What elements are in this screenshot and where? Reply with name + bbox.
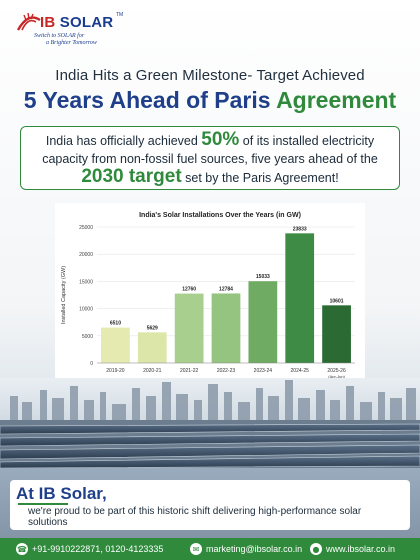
subhead: 5 Years Ahead of Paris Agreement xyxy=(23,87,397,113)
company-message: we're proud to be part of this historic … xyxy=(28,506,362,528)
info-text-3: set by the Paris Agreement! xyxy=(181,171,339,185)
sun-logo-icon xyxy=(16,12,41,31)
website-url: www.ibsolar.co.in xyxy=(326,544,396,554)
chart-y-tick-label: 5000 xyxy=(82,334,93,340)
company-message-box: At IB Solar, we're proud to be part of t… xyxy=(10,480,410,530)
chart-x-tick-label: 2025-26 xyxy=(327,368,346,374)
info-box: India has officially achieved 50% of its… xyxy=(20,126,400,190)
footer-phone[interactable]: ☎ +91-9910222871, 0120-4123335 xyxy=(16,538,163,560)
chart-value-label: 12760 xyxy=(182,287,196,293)
email-address: marketing@ibsolar.co.in xyxy=(206,544,303,554)
chart-bar-2021-22 xyxy=(174,293,204,363)
chart-value-label: 6510 xyxy=(110,321,121,327)
chart-value-label: 12784 xyxy=(219,286,233,292)
chart-bar-2020-21 xyxy=(137,332,167,363)
brand-wordmark: IB SOLAR xyxy=(40,14,114,31)
headline: India Hits a Green Milestone- Target Ach… xyxy=(55,67,365,84)
chart-x-tick-label: 2022-23 xyxy=(217,368,236,374)
brand-logo: IB SOLAR TM Switch to SOLAR for a Bright… xyxy=(14,10,134,54)
chart-bar-2022-23 xyxy=(211,293,241,363)
footer-email[interactable]: ✉ marketing@ibsolar.co.in xyxy=(190,538,302,560)
chart-y-tick-label: 10000 xyxy=(79,307,93,313)
solar-installations-chart: India's Solar Installations Over the Yea… xyxy=(55,203,365,393)
chart-y-tick-label: 15000 xyxy=(79,279,93,285)
chart-x-tick-label: 2020-21 xyxy=(143,368,162,374)
chart-value-label: 15033 xyxy=(256,274,270,280)
chart-bar-2023-24 xyxy=(248,281,278,363)
phone-numbers: +91-9910222871, 0120-4123335 xyxy=(32,544,164,554)
chart-x-tick-label: 2024-25 xyxy=(291,368,310,374)
company-title: At IB Solar, xyxy=(16,484,107,503)
chart-title: India's Solar Installations Over the Yea… xyxy=(139,212,301,219)
footer-website[interactable]: ● www.ibsolar.co.in xyxy=(310,538,395,560)
chart-bar-2024-25 xyxy=(285,233,315,363)
chart-x-tick-label: 2019-20 xyxy=(106,368,125,374)
chart-x-tick-label: 2021-22 xyxy=(180,368,199,374)
chart-bar-2019-20 xyxy=(101,327,130,363)
info-text-1: India has officially achieved xyxy=(45,134,202,148)
trademark-mark: TM xyxy=(116,12,124,18)
globe-icon: ● xyxy=(310,543,322,555)
chart-bar-2025-26 xyxy=(322,305,351,363)
chart-value-label: 10601 xyxy=(330,298,344,304)
info-target: 2030 target xyxy=(81,166,182,187)
chart-value-label: 23833 xyxy=(293,226,307,232)
email-icon: ✉ xyxy=(190,543,202,555)
info-percent: 50% xyxy=(201,129,240,150)
chart-x-tick-label: 2023-24 xyxy=(254,368,273,374)
chart-y-tick-label: 25000 xyxy=(79,225,93,231)
contact-footer: ☎ +91-9910222871, 0120-4123335 ✉ marketi… xyxy=(0,538,420,560)
brand-tagline: Switch to SOLAR for a Brighter Tomorrow xyxy=(34,33,97,46)
chart-y-axis-label: Installed Capacity (GW) xyxy=(61,266,67,324)
solar-field-illustration xyxy=(0,378,420,468)
accent-underline xyxy=(18,503,68,505)
phone-icon: ☎ xyxy=(16,543,28,555)
chart-x-tick-note: (Apr-Jun) xyxy=(328,374,345,379)
info-text-2: of its installed electricity capacity fr… xyxy=(42,134,378,166)
chart-y-tick-label: 0 xyxy=(90,361,93,367)
chart-background xyxy=(55,203,365,393)
chart-y-tick-label: 20000 xyxy=(79,252,93,258)
chart-value-label: 5629 xyxy=(147,325,158,331)
